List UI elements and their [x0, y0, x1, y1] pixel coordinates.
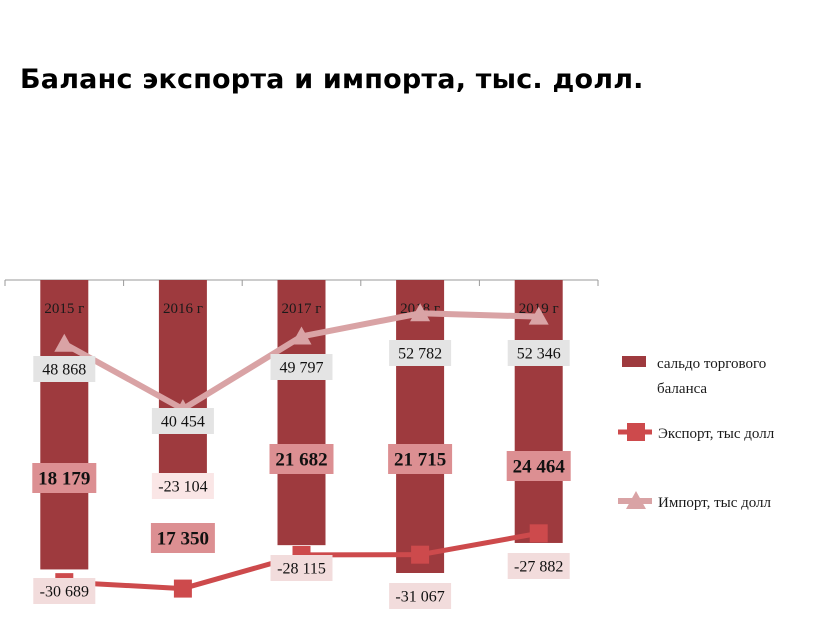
- export-value-label-bg: [269, 444, 334, 474]
- legend-swatch-export-marker: [627, 423, 645, 441]
- export-value-label-bg: [150, 523, 215, 553]
- export-value-label: 24 464: [506, 451, 571, 481]
- import-value-label-bg: [33, 356, 96, 382]
- export-value-label-text: 21 682: [275, 450, 327, 471]
- balance-value-label-bg: [33, 578, 96, 604]
- import-value-label: 52 346: [507, 340, 570, 366]
- import-marker: [291, 326, 312, 345]
- balance-value-label: -27 882: [507, 553, 570, 579]
- category-label: 2016 г: [163, 301, 203, 317]
- legend: сальдо торгового баланса Экспорт, тыс долл…: [618, 356, 775, 511]
- legend-label-export: Экспорт, тыс долл: [658, 426, 775, 442]
- balance-value-label: -30 689: [33, 578, 96, 604]
- balance-bars: [40, 280, 563, 573]
- export-value-label-bg: [388, 444, 453, 474]
- bar-balance: [277, 280, 326, 546]
- export-value-label: 21 715: [388, 444, 453, 474]
- import-value-label-text: 40 454: [161, 414, 205, 431]
- import-value-label-bg: [507, 340, 570, 366]
- import-value-label: 52 782: [389, 340, 452, 366]
- chart-title: Баланс экспорта и импорта, тыс. долл.: [20, 64, 644, 95]
- export-marker: [529, 524, 548, 543]
- legend-swatch-balance: [622, 356, 646, 367]
- import-value-label: 40 454: [151, 408, 214, 434]
- series-lines: [54, 303, 549, 598]
- bar-balance: [396, 280, 445, 573]
- import-marker: [528, 306, 549, 325]
- export-value-label-text: 21 715: [394, 450, 446, 471]
- import-value-label-text: 52 782: [398, 346, 442, 363]
- import-value-label-bg: [270, 354, 333, 380]
- data-labels: 48 868 40 454 49 797 52 782 52 346 18 179 17 3…: [32, 340, 571, 609]
- balance-value-label-bg: [389, 583, 452, 609]
- legend-swatch-import-marker: [626, 491, 646, 509]
- bar-balance: [158, 280, 207, 498]
- export-value-label: 21 682: [269, 444, 334, 474]
- balance-value-label: -31 067: [389, 583, 452, 609]
- export-value-label: 18 179: [32, 463, 97, 493]
- export-value-label-text: 24 464: [513, 457, 566, 478]
- balance-value-label: -23 104: [151, 473, 214, 499]
- import-value-label-text: 49 797: [280, 360, 324, 377]
- balance-value-label-bg: [507, 553, 570, 579]
- category-label: 2017 г: [282, 301, 322, 317]
- import-value-label-text: 52 346: [517, 346, 561, 363]
- import-marker: [54, 333, 75, 352]
- balance-value-label-text: -31 067: [395, 589, 444, 606]
- export-value-label-bg: [32, 463, 97, 493]
- balance-value-label-text: -27 882: [514, 559, 563, 576]
- legend-label-balance: сальдо торгового баланса: [657, 356, 766, 397]
- category-label: 2015 г: [44, 301, 84, 317]
- export-value-label: 17 350: [150, 523, 215, 553]
- import-marker: [410, 303, 431, 322]
- export-marker: [173, 579, 192, 598]
- balance-value-label: -28 115: [270, 555, 333, 581]
- balance-value-label-bg: [151, 473, 214, 499]
- export-marker: [411, 545, 430, 564]
- import-value-label-text: 48 868: [42, 362, 86, 379]
- balance-value-label-text: -30 689: [40, 584, 89, 601]
- import-value-label: 49 797: [270, 354, 333, 380]
- bar-balance: [40, 280, 89, 570]
- export-value-label-bg: [506, 451, 571, 481]
- balance-value-label-bg: [270, 555, 333, 581]
- import-value-label-bg: [151, 408, 214, 434]
- export-value-label-text: 17 350: [157, 529, 209, 550]
- legend-label-import: Импорт, тыс долл: [658, 495, 772, 511]
- balance-value-label-text: -28 115: [277, 561, 326, 578]
- import-value-label-bg: [389, 340, 452, 366]
- balance-value-label-text: -23 104: [158, 479, 207, 496]
- export-value-label-text: 18 179: [38, 469, 90, 490]
- import-value-label: 48 868: [33, 356, 96, 382]
